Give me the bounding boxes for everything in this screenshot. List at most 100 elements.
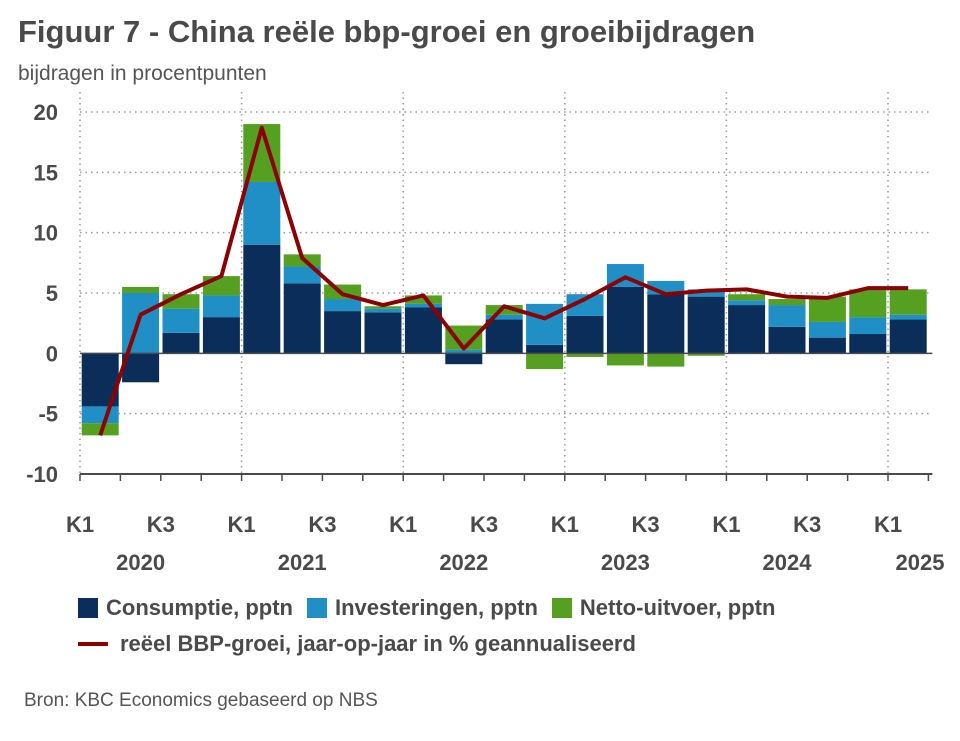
y-tick-label: 10 <box>34 221 58 246</box>
bar-consumptie <box>162 332 200 354</box>
bar-consumptie <box>202 317 240 354</box>
bar-consumptie <box>485 319 523 354</box>
year-label: 2021 <box>278 550 327 575</box>
bar-consumptie <box>324 311 362 354</box>
x-tick-label: K3 <box>470 512 498 537</box>
bar-consumptie <box>728 305 766 354</box>
bar-investeringen <box>202 295 240 318</box>
bar-consumptie <box>768 326 806 354</box>
bar-investeringen <box>364 308 402 313</box>
chart-title: Figuur 7 - China reële bbp-groei en groe… <box>18 14 756 49</box>
bar-investeringen <box>122 293 160 354</box>
bar-consumptie <box>606 286 644 354</box>
legend-label-investeringen: Investeringen, pptn <box>334 595 538 620</box>
x-tick-label: K1 <box>66 512 94 537</box>
legend: Consumptie, pptn Investeringen, pptn Net… <box>78 590 789 662</box>
bar-consumptie <box>889 319 927 354</box>
bar-consumptie <box>849 334 887 354</box>
legend-label-line: reëel BBP-groei, jaar-op-jaar in % geann… <box>120 631 636 656</box>
x-tick-label: K1 <box>874 512 902 537</box>
bar-investeringen <box>324 299 362 312</box>
legend-swatch-investeringen <box>306 598 327 618</box>
bar-netto-uitvoer <box>606 353 644 366</box>
legend-item-consumptie: Consumptie, pptn <box>78 595 293 621</box>
legend-item-netto: Netto-uitvoer, pptn <box>551 595 776 621</box>
bar-consumptie <box>243 244 281 354</box>
x-tick-label: K1 <box>712 512 740 537</box>
legend-swatch-consumptie <box>78 598 98 618</box>
chart-canvas: 20 15 10 5 0 -5 -10 K1 K3 K1 K3 K1 K3 K1 K3 K1 K3 K1 2020 2… <box>26 92 944 575</box>
bar-investeringen <box>404 303 442 308</box>
bar-consumptie <box>364 312 402 354</box>
legend-item-line: reëel BBP-groei, jaar-op-jaar in % geann… <box>78 631 636 657</box>
y-tick-label: 0 <box>46 341 58 366</box>
chart-subtitle: bijdragen in procentpunten <box>18 62 267 85</box>
x-tick-label: K1 <box>228 512 256 537</box>
x-tick-label: K3 <box>632 512 660 537</box>
line-layer <box>98 125 909 437</box>
bar-investeringen <box>243 181 281 245</box>
bar-netto-uitvoer <box>647 353 685 367</box>
y-tick-label: -10 <box>26 462 58 487</box>
y-tick-label: 5 <box>46 281 58 306</box>
y-tick-label: 20 <box>34 100 58 125</box>
legend-label-consumptie: Consumptie, pptn <box>106 595 293 620</box>
labels-layer: 20 15 10 5 0 -5 -10 K1 K3 K1 K3 K1 K3 K1 K3 K1 K3 K1 2020 2… <box>26 100 944 575</box>
bar-investeringen <box>485 314 523 320</box>
bar-investeringen <box>81 406 119 424</box>
bar-consumptie <box>445 353 483 365</box>
bar-investeringen <box>445 349 483 354</box>
bar-consumptie <box>122 353 160 383</box>
x-tick-label: K3 <box>147 512 175 537</box>
bar-netto-uitvoer <box>889 289 927 315</box>
year-label: 2022 <box>439 550 488 575</box>
bar-investeringen <box>849 317 887 335</box>
legend-row-line: reëel BBP-groei, jaar-op-jaar in % geann… <box>78 626 789 662</box>
x-tick-label: K3 <box>793 512 821 537</box>
bar-netto-uitvoer <box>526 353 564 370</box>
bar-netto-uitvoer <box>566 353 604 357</box>
y-tick-label: -5 <box>38 402 58 427</box>
bar-netto-uitvoer <box>122 286 160 293</box>
bar-netto-uitvoer <box>728 294 766 301</box>
bar-consumptie <box>404 307 442 354</box>
bar-consumptie <box>566 315 604 354</box>
bar-investeringen <box>566 294 604 316</box>
bar-netto-uitvoer <box>808 296 846 322</box>
bar-netto-uitvoer <box>849 289 887 318</box>
legend-item-investeringen: Investeringen, pptn <box>306 595 538 621</box>
bar-netto-uitvoer <box>687 353 725 356</box>
bar-consumptie <box>647 294 685 354</box>
legend-label-netto: Netto-uitvoer, pptn <box>579 595 776 620</box>
bar-investeringen <box>162 308 200 333</box>
bar-investeringen <box>889 314 927 320</box>
year-label: 2025 <box>896 550 945 575</box>
bar-netto-uitvoer <box>768 299 806 306</box>
x-tick-label: K1 <box>551 512 579 537</box>
bar-investeringen <box>808 321 846 338</box>
bar-consumptie <box>526 344 564 354</box>
x-tick-label: K3 <box>308 512 336 537</box>
y-tick-label: 15 <box>34 160 58 185</box>
bar-netto-uitvoer <box>404 295 442 304</box>
bar-investeringen <box>687 289 725 297</box>
bar-consumptie <box>808 337 846 354</box>
bar-consumptie <box>283 283 321 354</box>
year-label: 2023 <box>601 550 650 575</box>
x-tick-label: K1 <box>389 512 417 537</box>
bar-consumptie <box>687 296 725 354</box>
legend-row-bars: Consumptie, pptn Investeringen, pptn Net… <box>78 590 789 626</box>
legend-swatch-netto <box>551 598 572 618</box>
axis-layer <box>79 473 933 481</box>
legend-swatch-line <box>78 642 108 646</box>
bar-investeringen <box>283 266 321 284</box>
bar-investeringen <box>728 300 766 306</box>
bar-netto-uitvoer <box>364 306 402 309</box>
bar-netto-uitvoer <box>202 276 240 296</box>
source-note: Bron: KBC Economics gebaseerd op NBS <box>24 690 378 711</box>
gdp-growth-line <box>98 125 909 437</box>
year-label: 2020 <box>116 550 165 575</box>
bar-netto-uitvoer <box>485 305 523 315</box>
bar-investeringen <box>768 305 806 327</box>
year-label: 2024 <box>763 550 813 575</box>
